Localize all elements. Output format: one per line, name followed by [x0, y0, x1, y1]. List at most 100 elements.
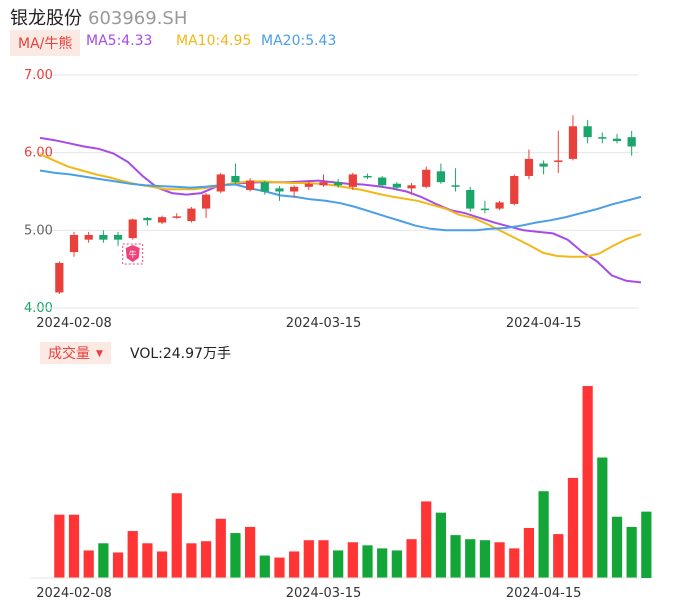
- candle-body: [524, 158, 534, 176]
- candle: [436, 163, 445, 184]
- volume-bar: [274, 557, 285, 578]
- volume-bar: [553, 534, 564, 578]
- volume-bar: [567, 477, 579, 578]
- candle-body: [510, 175, 519, 204]
- volume-value: VOL:24.97万手: [130, 346, 231, 362]
- volume-bar: [142, 543, 153, 578]
- candle-body: [612, 138, 622, 142]
- candle: [539, 160, 548, 175]
- volume-bar: [509, 548, 520, 578]
- ma-indicator-selector[interactable]: MA/牛熊: [10, 30, 81, 56]
- candle-body: [407, 185, 416, 189]
- candle: [55, 261, 64, 295]
- candle-body: [422, 169, 431, 187]
- candle: [466, 186, 475, 212]
- ma5-label: MA5:4.33: [86, 33, 153, 49]
- volume-bar: [362, 545, 373, 578]
- volume-bar: [479, 540, 491, 578]
- series-line-ma5: [39, 136, 642, 284]
- candle-body: [84, 234, 93, 240]
- volume-bar: [171, 493, 182, 578]
- volume-bar: [200, 541, 212, 578]
- candle: [304, 180, 313, 190]
- candle: [216, 172, 225, 194]
- series-line-ma20: [39, 169, 642, 232]
- candle: [348, 172, 357, 190]
- volume-bar: [626, 526, 637, 578]
- candle: [510, 174, 519, 206]
- candle: [290, 185, 299, 198]
- volume-bar: [523, 527, 535, 578]
- volume-indicator-selector[interactable]: 成交量 ▼: [40, 342, 111, 364]
- candle-body: [436, 171, 445, 183]
- candle-body: [304, 183, 313, 187]
- volume-bar: [318, 540, 329, 578]
- stock-name: 银龙股份: [10, 8, 82, 29]
- candle: [128, 218, 137, 240]
- candle: [231, 163, 240, 184]
- candle: [495, 200, 504, 211]
- volume-tag-label: 成交量: [48, 346, 90, 362]
- candle: [319, 174, 328, 187]
- series-line-ma10: [39, 153, 642, 258]
- candle: [143, 217, 152, 226]
- candle: [422, 166, 431, 189]
- volume-bar: [611, 516, 623, 578]
- candle: [260, 180, 269, 195]
- candle-body: [246, 180, 255, 190]
- candle-body: [290, 186, 299, 192]
- candle-body: [363, 175, 372, 178]
- x-tick-label: 2024-04-15: [506, 316, 582, 331]
- candle-body: [598, 137, 607, 139]
- candle-body: [627, 137, 636, 147]
- ma20-label: MA20:5.43: [261, 33, 337, 49]
- volume-bar: [245, 526, 256, 578]
- candle-body: [99, 234, 108, 240]
- candle-body: [231, 175, 240, 183]
- candle-body: [216, 174, 225, 192]
- candle: [84, 231, 93, 243]
- volume-bar: [582, 386, 593, 578]
- candle-body: [334, 182, 343, 186]
- candle-body: [495, 202, 504, 209]
- candle: [598, 132, 607, 144]
- candle-body: [466, 189, 475, 209]
- candle: [275, 186, 284, 201]
- candle: [187, 207, 196, 223]
- candle: [113, 231, 123, 246]
- candle-body: [172, 216, 181, 218]
- marker-frame: [122, 243, 144, 265]
- candle: [583, 120, 592, 144]
- candle-body: [55, 262, 64, 293]
- volume-bar: [54, 514, 65, 578]
- volume-bar: [435, 512, 446, 578]
- marker-glyph: 牛: [129, 249, 137, 259]
- candle: [334, 179, 343, 188]
- x-tick-label: 2024-02-08: [36, 316, 112, 331]
- volume-bar: [377, 548, 388, 578]
- y-tick-label: 5.00: [24, 223, 53, 238]
- candle-body: [568, 126, 578, 159]
- candle-body: [378, 177, 387, 186]
- candle: [612, 134, 622, 144]
- volume-bar: [230, 533, 241, 578]
- volume-bar: [98, 543, 109, 578]
- candle-body: [583, 126, 592, 138]
- candle: [568, 115, 578, 161]
- volume-bar: [597, 457, 608, 578]
- volume-bar: [68, 514, 80, 578]
- candle: [201, 193, 211, 218]
- volume-bar: [303, 540, 314, 578]
- volume-bar: [391, 550, 402, 578]
- volume-bar: [112, 552, 124, 578]
- candle-body: [128, 219, 137, 239]
- candle: [172, 213, 181, 219]
- volume-bar: [215, 518, 226, 578]
- candle: [99, 230, 108, 243]
- stock-code: 603969.SH: [88, 8, 188, 29]
- candle: [157, 215, 167, 225]
- candle-body: [539, 163, 548, 167]
- candle: [378, 175, 387, 188]
- caret-down-icon: ▼: [96, 349, 103, 359]
